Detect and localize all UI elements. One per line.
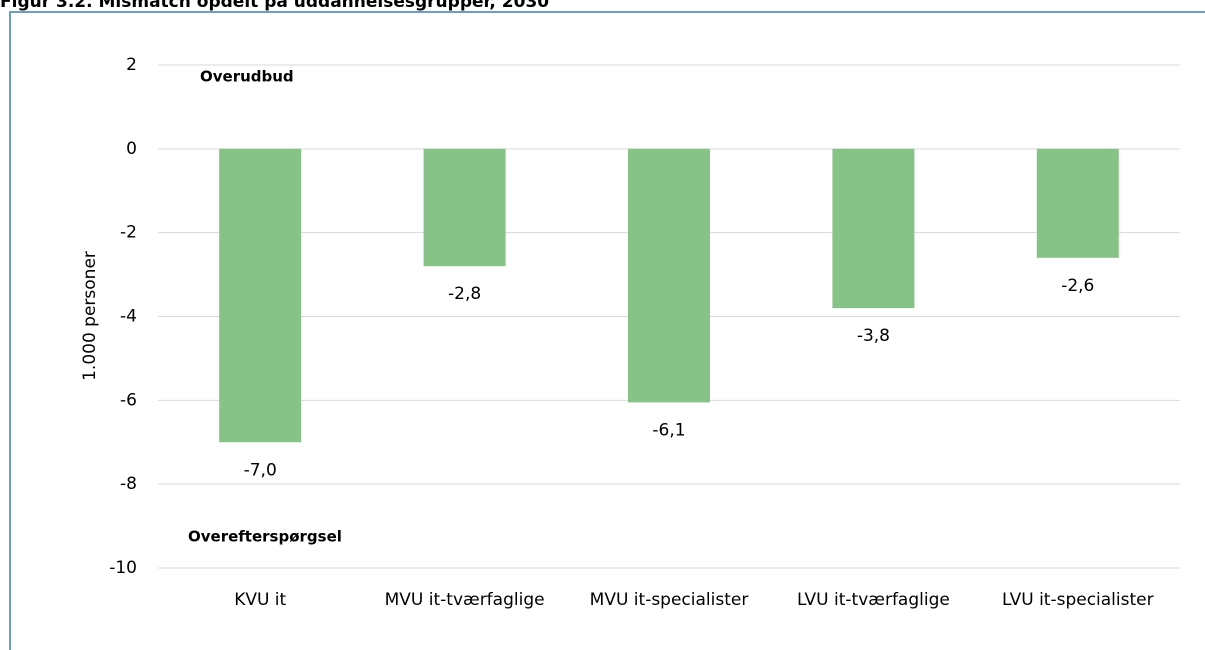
y-tick-label: -8	[120, 474, 137, 494]
bar	[423, 148, 506, 267]
bar	[1036, 148, 1119, 258]
frame	[9, 11, 1205, 650]
data-label: -7,0	[244, 460, 277, 480]
x-tick-label: MVU it-specialister	[590, 590, 749, 610]
y-tick-label: 0	[126, 139, 137, 159]
data-label: -6,1	[652, 420, 685, 440]
data-label: -2,8	[448, 284, 481, 304]
y-tick-label: -4	[120, 307, 137, 327]
bar	[628, 148, 710, 403]
y-tick-label: -10	[109, 558, 137, 578]
x-tick-label: LVU it-specialister	[1002, 590, 1154, 610]
data-label: -3,8	[857, 326, 890, 346]
bar	[832, 148, 915, 309]
x-tick-label: KVU it	[234, 590, 286, 610]
x-tick-label: LVU it-tværfaglige	[797, 590, 950, 610]
y-tick-label: -6	[120, 390, 137, 410]
annotation: Overefterspørgsel	[188, 528, 342, 546]
chart-title: Figur 3.2. Mismatch opdelt på uddannelse…	[0, 0, 549, 12]
y-axis-label: 1.000 personer	[80, 251, 100, 381]
y-tick-label: -2	[120, 223, 137, 243]
annotation: Overudbud	[200, 68, 294, 86]
data-label: -2,6	[1061, 276, 1094, 296]
bar	[219, 148, 302, 443]
y-tick-label: 2	[126, 55, 137, 75]
x-tick-label: MVU it-tværfaglige	[385, 590, 545, 610]
